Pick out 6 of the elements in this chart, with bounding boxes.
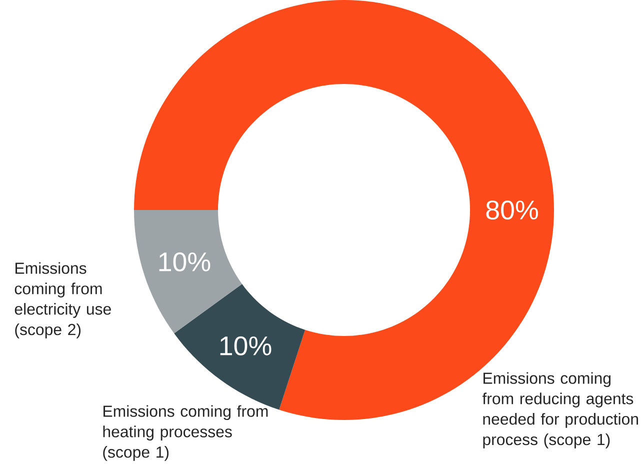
slice-label: Emissions coming from heating processes (scope 1) (103, 405, 268, 461)
slice-label: Emissions coming from electricity use (scope 2) (14, 262, 111, 338)
slice-label: Emissions coming from reducing agents needed for production process (scope 1) (482, 372, 638, 448)
data-label: 80% (486, 200, 538, 220)
data-label: 10% (220, 336, 272, 356)
data-label: 10% (159, 252, 210, 272)
